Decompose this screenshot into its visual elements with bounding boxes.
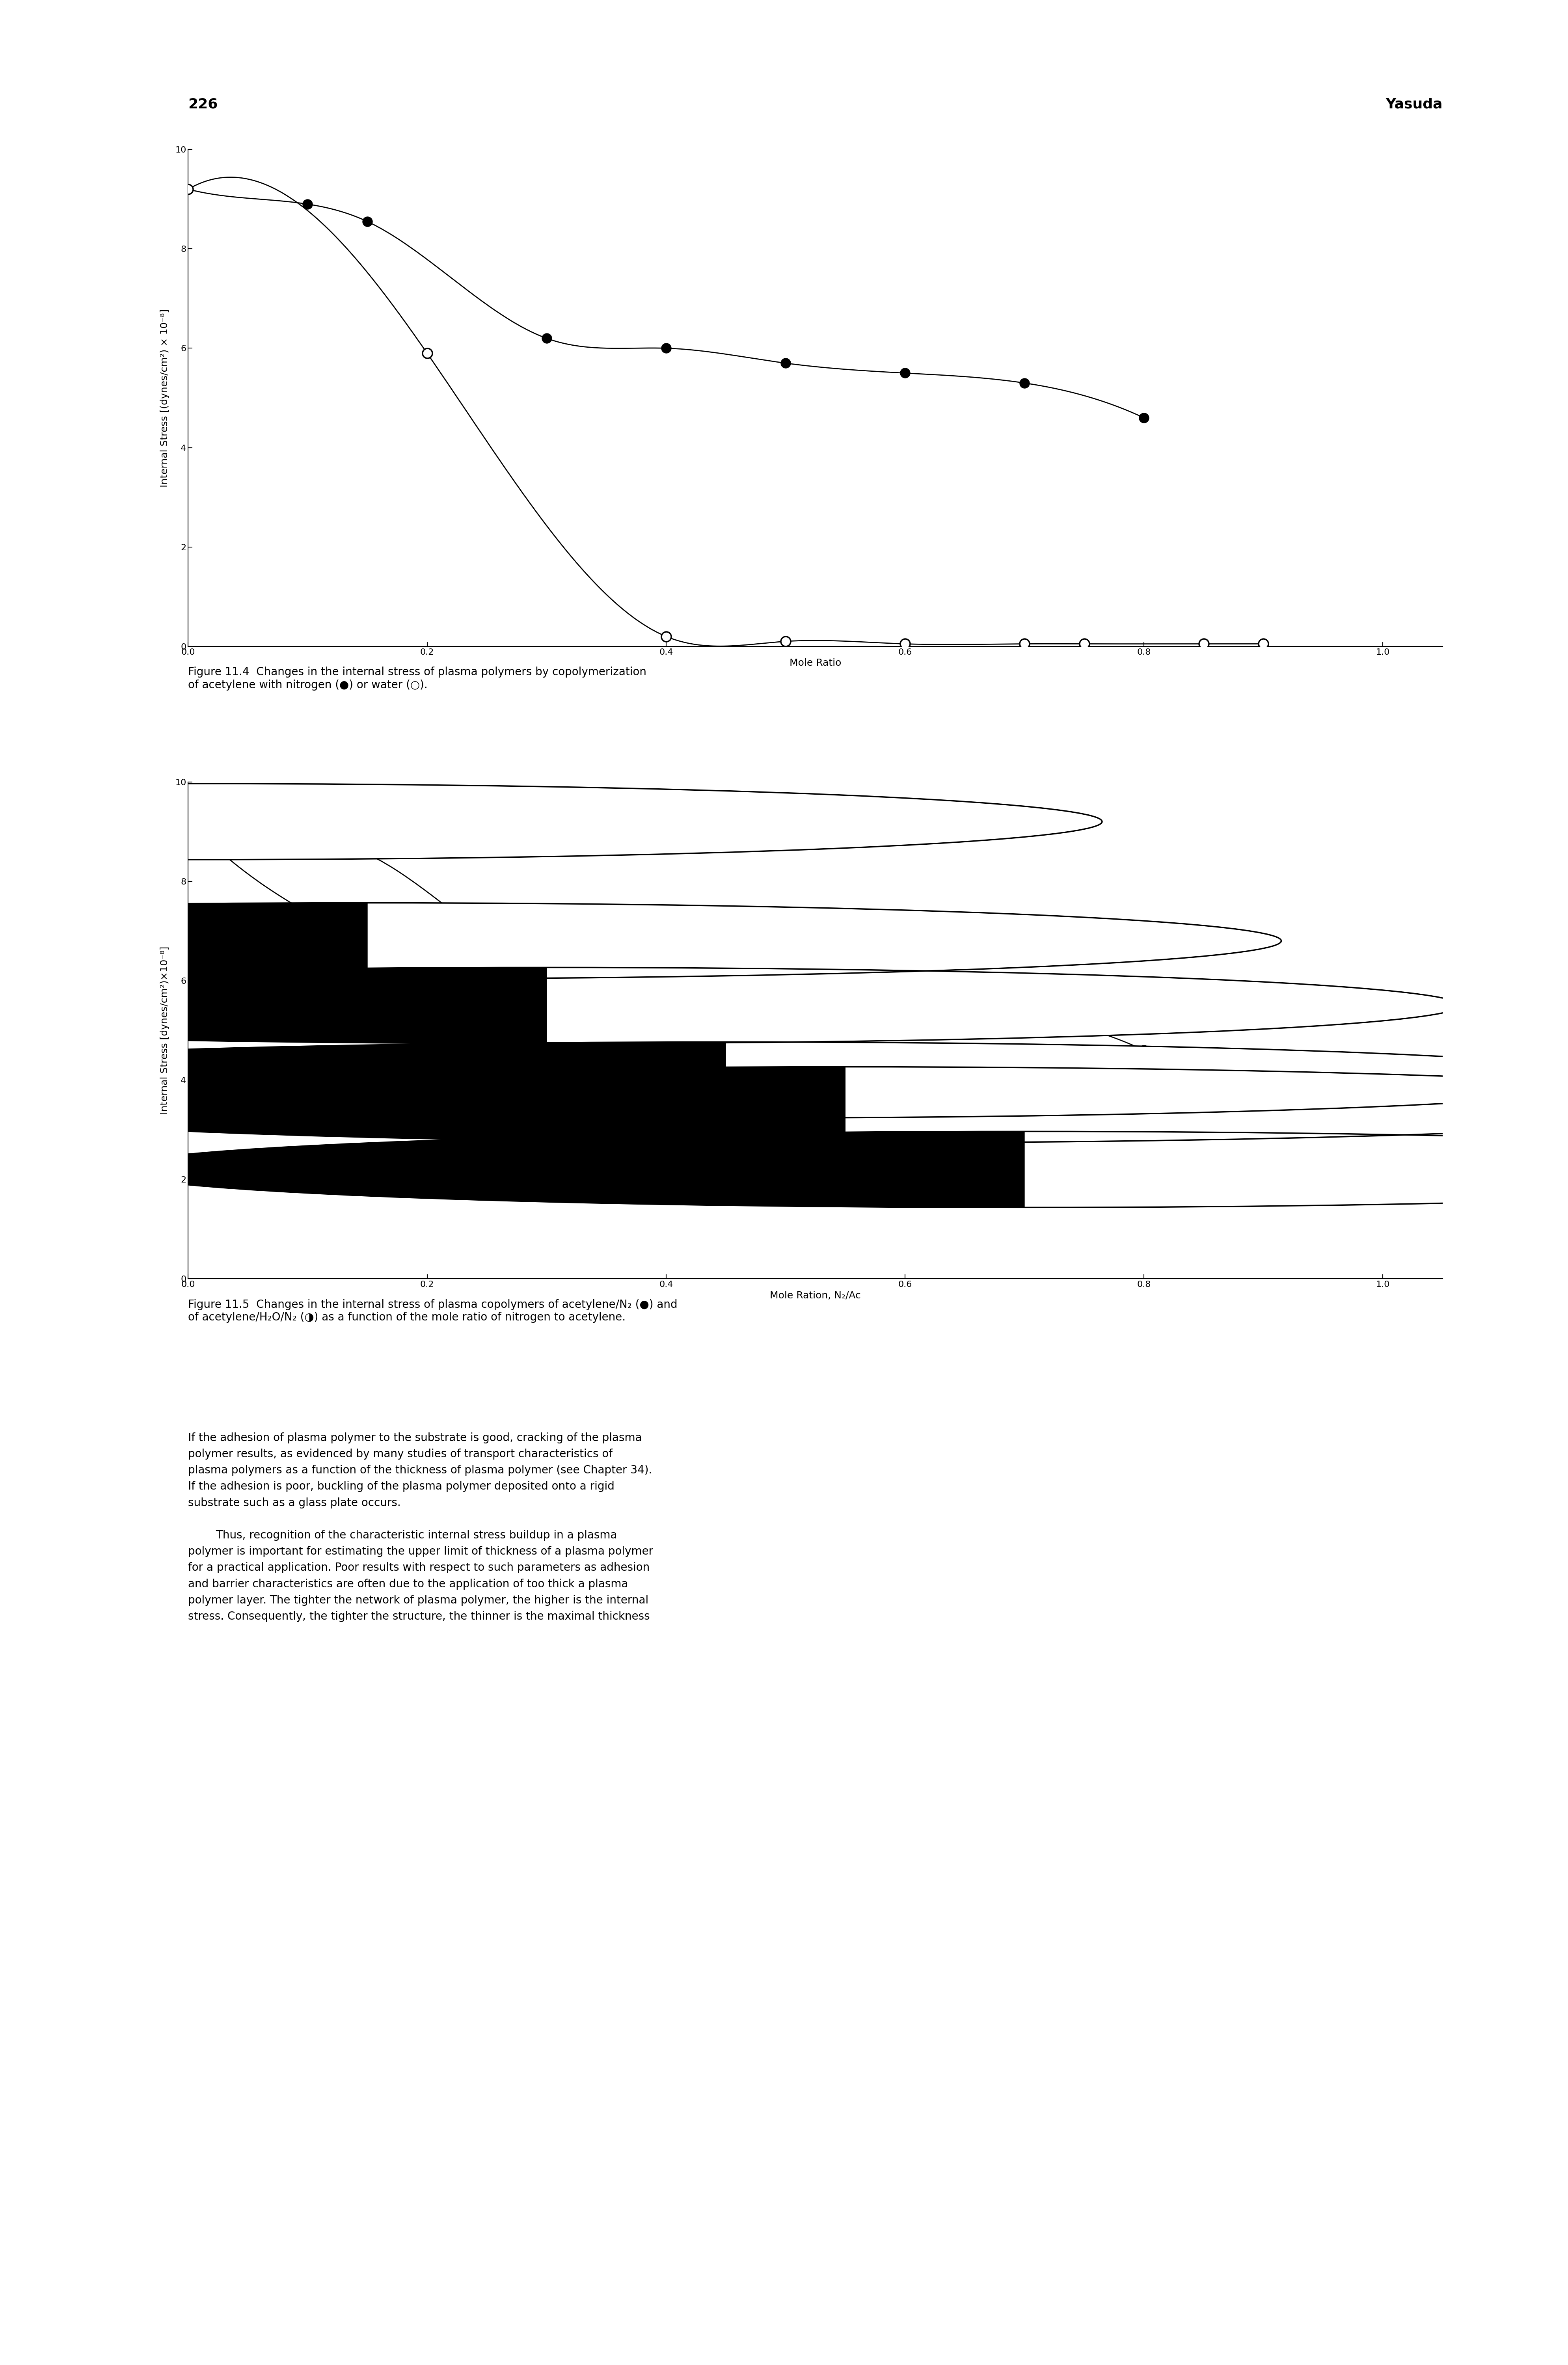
Y-axis label: Internal Stress [(dynes/cm²) × 10⁻⁸]: Internal Stress [(dynes/cm²) × 10⁻⁸] [160, 310, 169, 487]
Circle shape [0, 1067, 1568, 1142]
Wedge shape [0, 1043, 726, 1119]
Circle shape [0, 903, 1281, 979]
Circle shape [0, 1043, 1568, 1119]
Wedge shape [0, 1067, 845, 1142]
Wedge shape [110, 1130, 1024, 1209]
Y-axis label: Internal Stress [dynes/cm²)×10⁻⁸]: Internal Stress [dynes/cm²)×10⁻⁸] [160, 946, 169, 1114]
Text: Figure 11.5  Changes in the internal stress of plasma copolymers of acetylene/N₂: Figure 11.5 Changes in the internal stre… [188, 1298, 677, 1322]
Text: Yasuda: Yasuda [1386, 97, 1443, 111]
Circle shape [0, 967, 1460, 1043]
X-axis label: Mole Ratio: Mole Ratio [789, 657, 842, 667]
Wedge shape [0, 783, 188, 858]
Text: If the adhesion of plasma polymer to the substrate is good, cracking of the plas: If the adhesion of plasma polymer to the… [188, 1433, 654, 1622]
Circle shape [110, 1130, 1568, 1209]
Wedge shape [0, 967, 547, 1043]
Circle shape [0, 783, 1102, 858]
Text: Figure 11.4  Changes in the internal stress of plasma polymers by copolymerizati: Figure 11.4 Changes in the internal stre… [188, 667, 646, 691]
Text: 226: 226 [188, 97, 218, 111]
X-axis label: Mole Ration, N₂/Ac: Mole Ration, N₂/Ac [770, 1291, 861, 1301]
Wedge shape [0, 903, 367, 979]
